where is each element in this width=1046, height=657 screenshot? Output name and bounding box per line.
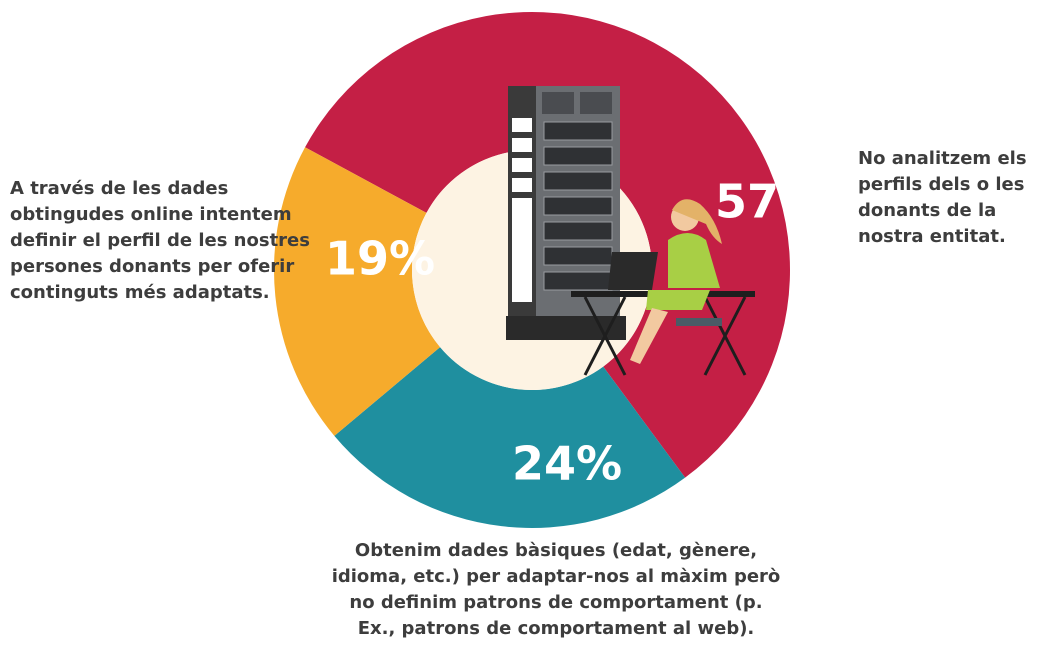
category-label: Obtenim dades bàsiques (edat, gènere, id… [331, 540, 781, 639]
slice [305, 11, 790, 478]
illustration [506, 86, 755, 376]
value-label: 24% [512, 437, 622, 491]
slice [273, 147, 441, 436]
value-label: 19% [325, 232, 435, 286]
category-label: A través de les dades obtingudes online … [10, 178, 310, 303]
slices [273, 11, 790, 528]
value-label: 57% [715, 175, 825, 229]
category-label: No analitzem els perfils dels o les dona… [858, 148, 1027, 247]
slice [334, 347, 686, 528]
